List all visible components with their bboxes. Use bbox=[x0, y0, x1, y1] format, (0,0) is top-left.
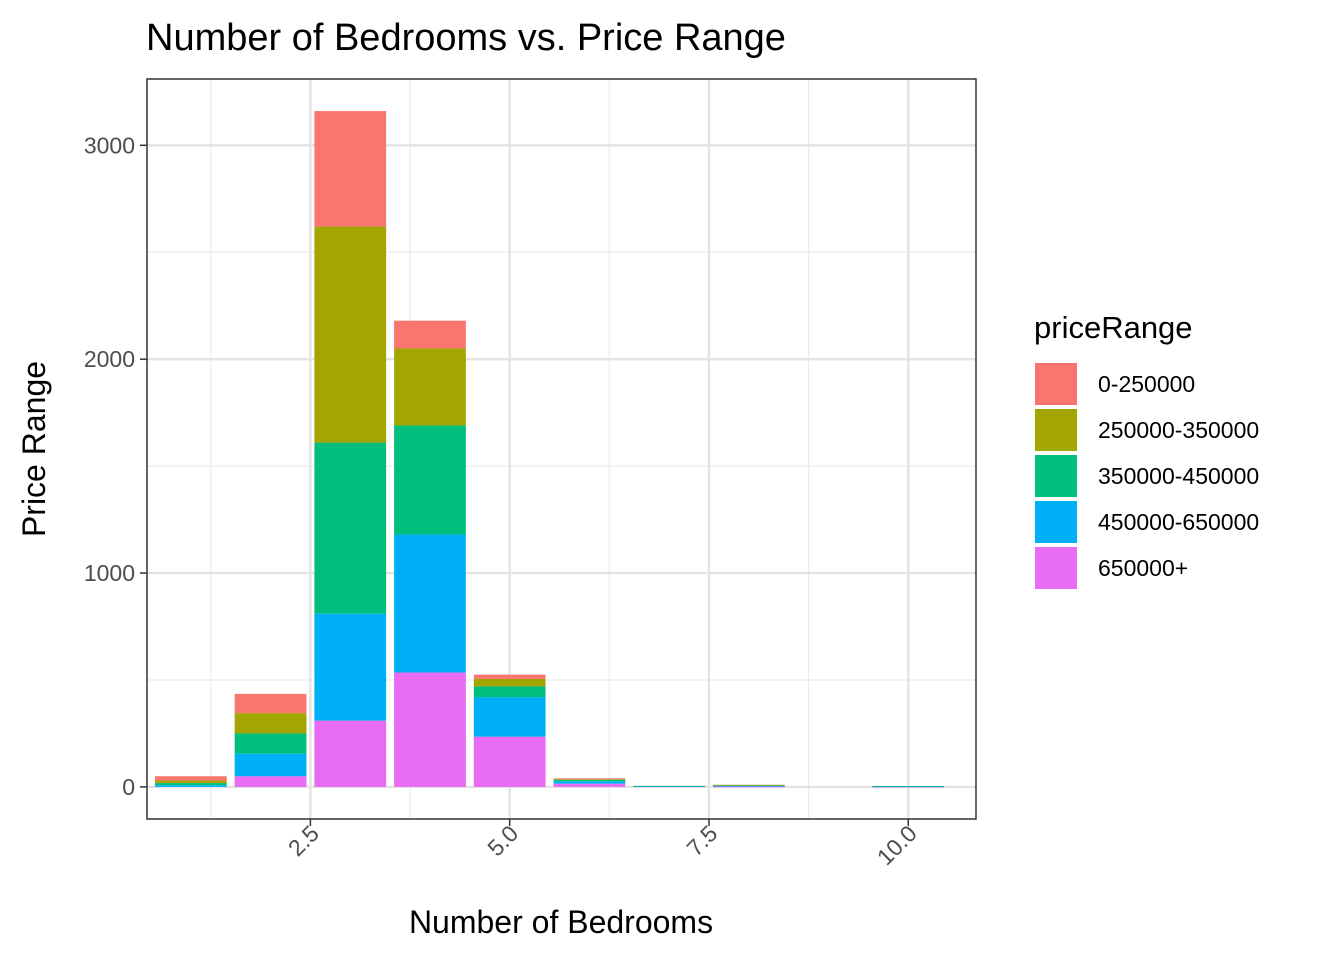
bar-segment bbox=[234, 753, 307, 777]
bar-segment bbox=[553, 779, 626, 780]
bar-segment bbox=[712, 786, 785, 788]
bar-segment bbox=[473, 674, 546, 679]
legend-title: priceRange bbox=[1034, 310, 1193, 345]
bar-segment bbox=[154, 785, 227, 787]
bar-segment bbox=[473, 686, 546, 698]
bar-segment bbox=[473, 697, 546, 737]
legend-key bbox=[1035, 363, 1077, 405]
y-tick-label: 2000 bbox=[84, 346, 135, 372]
bar-segment bbox=[154, 780, 227, 784]
bar-segment bbox=[872, 786, 945, 788]
x-tick-label: 2.5 bbox=[283, 820, 324, 861]
legend: priceRange 0-250000 250000-350000 350000-4… bbox=[1034, 310, 1259, 589]
x-axis-title: Number of Bedrooms bbox=[409, 904, 713, 940]
bar-segment bbox=[154, 776, 227, 781]
grid-lines bbox=[147, 79, 976, 819]
bar-segment bbox=[872, 786, 945, 787]
bar-segment bbox=[154, 783, 227, 786]
x-tick-label: 7.5 bbox=[682, 820, 723, 861]
bar-segment bbox=[234, 733, 307, 754]
bar-segment bbox=[712, 785, 785, 787]
y-tick-label: 3000 bbox=[84, 132, 135, 158]
bar-segment bbox=[633, 785, 705, 787]
legend-label: 350000-450000 bbox=[1098, 463, 1259, 489]
bar-segment bbox=[553, 781, 626, 784]
bar-segment bbox=[394, 348, 466, 426]
chart-title: Number of Bedrooms vs. Price Range bbox=[146, 17, 786, 59]
legend-key bbox=[1035, 547, 1077, 589]
bar-segment bbox=[394, 672, 466, 787]
bar-segment bbox=[394, 320, 466, 349]
bar-segment bbox=[314, 720, 387, 787]
legend-key bbox=[1035, 501, 1077, 543]
bar-segment bbox=[314, 613, 387, 721]
legend-label: 650000+ bbox=[1098, 555, 1188, 581]
bar-segment bbox=[234, 693, 307, 714]
bar-segment bbox=[234, 713, 307, 734]
x-tick-label: 5.0 bbox=[482, 820, 523, 861]
y-axis: 0 1000 2000 3000 bbox=[84, 132, 147, 800]
y-tick-label: 1000 bbox=[84, 560, 135, 586]
legend-key bbox=[1035, 455, 1077, 497]
bars bbox=[154, 111, 945, 788]
legend-key bbox=[1035, 409, 1077, 451]
y-tick-label: 0 bbox=[122, 774, 135, 800]
x-axis: 2.5 5.0 7.5 10.0 bbox=[283, 819, 922, 870]
bar-segment bbox=[473, 736, 546, 787]
bar-segment bbox=[234, 776, 307, 787]
bar-segment bbox=[314, 111, 387, 227]
bar-segment bbox=[314, 226, 387, 443]
bar-segment bbox=[473, 678, 546, 687]
bar-segment bbox=[314, 442, 387, 614]
legend-label: 250000-350000 bbox=[1098, 417, 1259, 443]
x-tick-label: 10.0 bbox=[872, 820, 922, 870]
y-axis-title: Price Range bbox=[16, 361, 52, 537]
legend-label: 450000-650000 bbox=[1098, 509, 1259, 535]
bar-segment bbox=[712, 784, 785, 786]
legend-label: 0-250000 bbox=[1098, 371, 1195, 397]
bar-segment bbox=[553, 779, 626, 782]
bar-segment bbox=[553, 783, 626, 787]
bar-segment bbox=[394, 425, 466, 535]
bar-segment bbox=[394, 534, 466, 673]
bar-segment bbox=[553, 778, 626, 780]
plot-border bbox=[146, 78, 977, 820]
